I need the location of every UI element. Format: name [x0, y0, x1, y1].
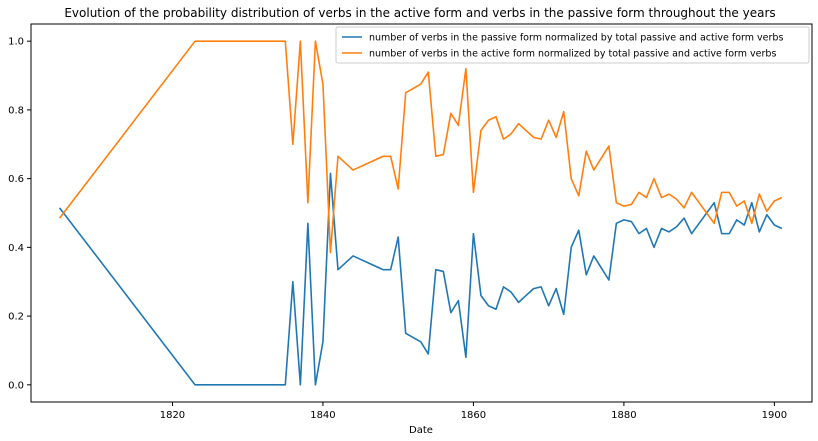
y-tick-label: 0.6 — [8, 174, 24, 185]
legend-label-passive: number of verbs in the passive form norm… — [369, 33, 783, 44]
y-axis: 0.0 0.2 0.4 0.6 0.8 1.0 — [8, 37, 31, 392]
plot-area — [31, 24, 812, 402]
x-tick-label: 1900 — [762, 410, 787, 421]
y-tick-label: 0.8 — [8, 105, 24, 116]
y-tick-label: 0.0 — [8, 380, 24, 391]
legend-label-active: number of verbs in the active form norma… — [369, 49, 776, 60]
x-tick-label: 1880 — [611, 410, 636, 421]
y-tick-label: 1.0 — [8, 37, 24, 48]
x-tick-label: 1860 — [461, 410, 486, 421]
x-axis-title: Date — [409, 425, 433, 436]
chart-title: Evolution of the probability distributio… — [64, 6, 775, 20]
y-tick-label: 0.4 — [8, 243, 24, 254]
x-tick-label: 1820 — [160, 410, 185, 421]
y-tick-label: 0.2 — [8, 312, 24, 323]
x-tick-label: 1840 — [310, 410, 335, 421]
x-axis: 1820 1840 1860 1880 1900 — [160, 402, 787, 421]
legend: number of verbs in the passive form norm… — [336, 27, 809, 63]
